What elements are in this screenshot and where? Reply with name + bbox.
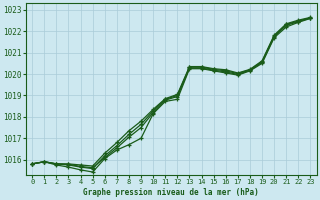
X-axis label: Graphe pression niveau de la mer (hPa): Graphe pression niveau de la mer (hPa) <box>84 188 259 197</box>
